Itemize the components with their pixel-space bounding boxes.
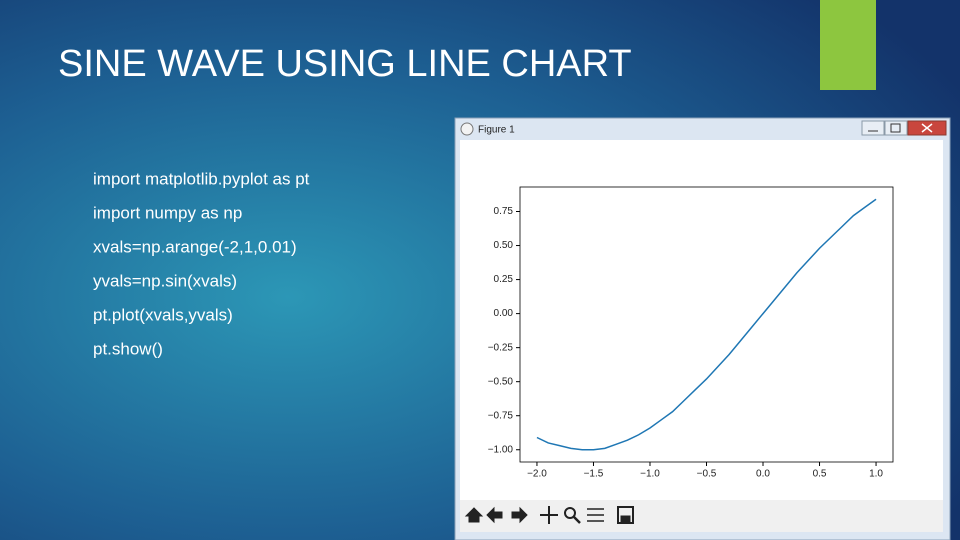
maximize-button[interactable] bbox=[884, 120, 908, 136]
y-tick-label: −0.75 bbox=[488, 410, 514, 421]
code-line: import matplotlib.pyplot as pt bbox=[93, 169, 310, 188]
y-tick-label: −1.00 bbox=[488, 444, 514, 455]
save-button[interactable] bbox=[617, 506, 634, 524]
x-tick-label: −0.5 bbox=[697, 469, 717, 480]
toolbar bbox=[460, 500, 943, 532]
window-title: Figure 1 bbox=[478, 125, 515, 136]
zoom-button[interactable] bbox=[564, 507, 576, 519]
toolbar-icons bbox=[464, 506, 634, 524]
y-tick-label: 0.75 bbox=[494, 206, 514, 217]
maximize-glyph bbox=[890, 123, 901, 133]
code-line: pt.plot(xvals,yvals) bbox=[93, 305, 233, 324]
x-tick-label: 1.0 bbox=[869, 469, 883, 480]
code-line: pt.show() bbox=[93, 339, 163, 358]
y-tick-label: −0.25 bbox=[488, 342, 514, 353]
y-tick-label: 0.50 bbox=[494, 240, 514, 251]
home-button[interactable] bbox=[464, 507, 484, 523]
accent-bar bbox=[820, 0, 876, 90]
code-line: import numpy as np bbox=[93, 203, 242, 222]
window-icon bbox=[460, 122, 474, 136]
x-tick-label: −1.5 bbox=[584, 469, 604, 480]
y-tick-label: −0.50 bbox=[488, 376, 514, 387]
forward-button[interactable] bbox=[511, 506, 528, 524]
x-tick-label: −2.0 bbox=[527, 469, 547, 480]
subplots-button[interactable] bbox=[587, 508, 604, 522]
pan-button[interactable] bbox=[540, 506, 558, 524]
y-tick-label: 0.25 bbox=[494, 274, 514, 285]
figure-window: Figure 1 bbox=[454, 117, 951, 540]
zoom-handle bbox=[573, 516, 581, 524]
code-line: xvals=np.arange(-2,1,0.01) bbox=[93, 237, 297, 256]
save-glyph bbox=[620, 515, 631, 523]
slide-title: SINE WAVE USING LINE CHART bbox=[58, 43, 632, 85]
x-tick-label: 0.0 bbox=[756, 469, 770, 480]
x-tick-label: 0.5 bbox=[813, 469, 827, 480]
figure-canvas bbox=[460, 140, 943, 500]
data-line bbox=[536, 198, 877, 451]
minimize-button[interactable] bbox=[861, 120, 885, 136]
code-block: import matplotlib.pyplot as pt import num… bbox=[93, 169, 310, 358]
x-tick-label: −1.0 bbox=[640, 469, 660, 480]
close-glyph bbox=[921, 123, 933, 133]
back-button[interactable] bbox=[486, 506, 503, 524]
y-tick-label: 0.00 bbox=[494, 308, 514, 319]
code-line: yvals=np.sin(xvals) bbox=[93, 271, 237, 290]
